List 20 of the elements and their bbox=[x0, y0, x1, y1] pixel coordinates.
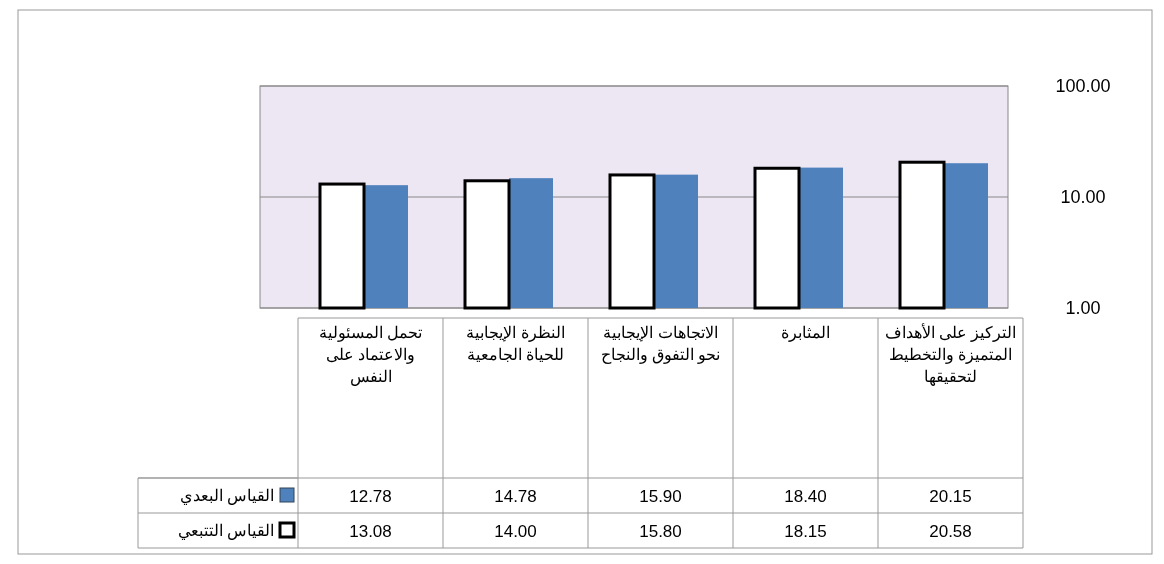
y-tick-label: 10.00 bbox=[1060, 187, 1106, 207]
data-label: 18.15 bbox=[784, 522, 827, 541]
data-label: 20.15 bbox=[929, 487, 972, 506]
legend-label: القياس التتبعي bbox=[177, 522, 274, 540]
legend-label: القياس البعدي bbox=[179, 487, 274, 505]
x-tick-label: التركيز على الأهداف المتميزة والتخطيط لتحقيقها bbox=[883, 322, 1018, 388]
data-label: 18.40 bbox=[784, 487, 827, 506]
x-tick-label: النظرة الإيجابية للحياة الجامعية bbox=[465, 323, 566, 365]
data-label: 15.80 bbox=[639, 522, 682, 541]
y-tick-label: 100.00 bbox=[1055, 76, 1111, 96]
x-tick-label: تحمل المسئولية والاعتماد على النفس bbox=[317, 323, 424, 388]
data-label: 13.08 bbox=[349, 522, 392, 541]
data-label: 14.78 bbox=[494, 487, 537, 506]
x-tick-label: المثابرة bbox=[780, 323, 831, 344]
data-label: 20.58 bbox=[929, 522, 972, 541]
y-tick-label: 1.00 bbox=[1065, 298, 1101, 318]
data-label: 15.90 bbox=[639, 487, 682, 506]
data-label: 12.78 bbox=[349, 487, 392, 506]
x-tick-label: الاتجاهات الإيجابية نحو التفوق والنجاح bbox=[599, 323, 722, 366]
data-label: 14.00 bbox=[494, 522, 537, 541]
